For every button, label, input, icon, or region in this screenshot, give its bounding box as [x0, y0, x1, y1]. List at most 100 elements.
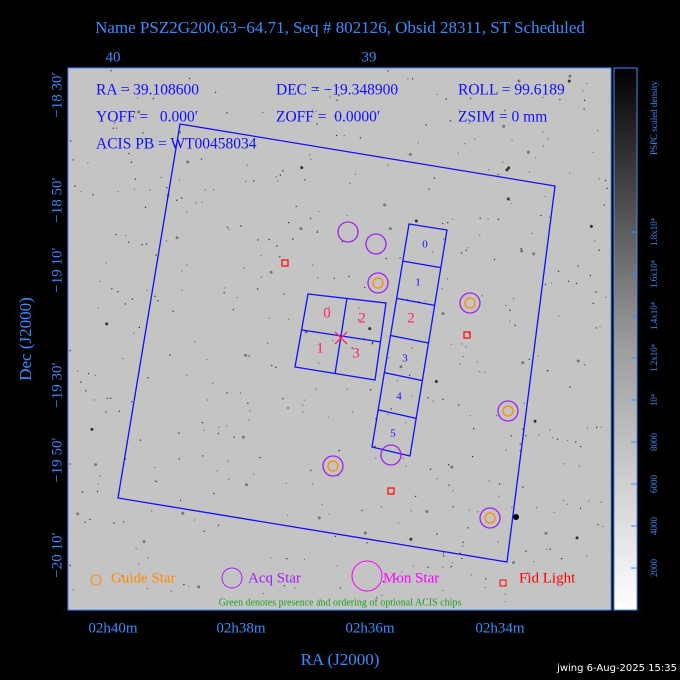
guide-star [464, 297, 476, 309]
star [201, 201, 203, 203]
star [262, 111, 264, 114]
star [179, 499, 182, 501]
star [227, 460, 229, 462]
star [233, 436, 235, 438]
left-tick: −20 10′ [49, 532, 65, 578]
star [309, 154, 311, 156]
star [211, 382, 214, 385]
star [387, 413, 389, 416]
star [70, 140, 72, 142]
star [576, 359, 580, 363]
star [303, 399, 306, 401]
star [149, 189, 151, 191]
chip-divider [402, 260, 441, 269]
star [135, 548, 137, 550]
star [425, 124, 427, 126]
star [547, 138, 549, 140]
star [339, 587, 341, 589]
star [142, 132, 144, 134]
star [249, 410, 251, 412]
star [137, 562, 140, 565]
star [388, 227, 392, 231]
star [368, 327, 372, 331]
star [462, 545, 464, 547]
star [260, 276, 263, 278]
star [256, 288, 259, 290]
star [203, 429, 205, 432]
star [337, 86, 340, 89]
star [204, 189, 206, 191]
star [349, 182, 351, 184]
star [589, 224, 593, 228]
star [474, 138, 476, 140]
star [203, 530, 205, 533]
star [316, 123, 318, 125]
star [302, 404, 304, 406]
star [334, 115, 336, 117]
star [333, 277, 336, 279]
star [205, 358, 208, 361]
star [239, 392, 242, 394]
star [488, 480, 490, 482]
star [586, 427, 589, 430]
star [462, 355, 464, 358]
colorbar-tick: 10⁴ [649, 394, 659, 406]
star [520, 249, 524, 253]
star [248, 355, 250, 357]
chip-label: 0 [422, 239, 428, 251]
star [469, 415, 472, 417]
star [466, 247, 469, 249]
star [467, 527, 469, 529]
star [122, 521, 125, 523]
star [597, 523, 600, 526]
acq-star [497, 400, 519, 422]
star [180, 197, 183, 199]
star [257, 239, 259, 241]
star [287, 318, 290, 320]
star [122, 357, 124, 360]
star [535, 506, 538, 509]
fov [117, 123, 556, 563]
star [473, 427, 475, 430]
star [512, 297, 515, 300]
star [113, 122, 115, 125]
star [335, 134, 338, 137]
star [162, 85, 165, 87]
star [566, 439, 569, 442]
star [160, 176, 162, 179]
star [276, 180, 279, 182]
star [548, 429, 551, 431]
star [461, 557, 463, 560]
star [517, 79, 521, 83]
star [226, 226, 229, 228]
star [506, 197, 508, 200]
star [399, 365, 403, 369]
star [534, 156, 537, 159]
star [244, 483, 248, 487]
star [537, 354, 539, 357]
star [246, 164, 248, 166]
star [181, 289, 183, 291]
star [597, 129, 599, 132]
star [520, 248, 522, 250]
star [195, 202, 197, 204]
star [341, 240, 344, 243]
star [441, 312, 445, 316]
star [452, 506, 454, 508]
star [304, 179, 306, 181]
chip-divider [301, 329, 382, 343]
star [427, 566, 429, 568]
star [479, 234, 481, 236]
star [285, 482, 288, 485]
star [118, 410, 120, 412]
info: RA = 39.108600 [96, 82, 199, 99]
star [366, 542, 368, 544]
star [253, 180, 255, 182]
chip-label: 3 [352, 345, 360, 361]
star [504, 109, 506, 112]
star [247, 402, 249, 404]
star [241, 435, 245, 439]
star [407, 77, 409, 80]
star [510, 202, 513, 205]
star [566, 503, 568, 506]
